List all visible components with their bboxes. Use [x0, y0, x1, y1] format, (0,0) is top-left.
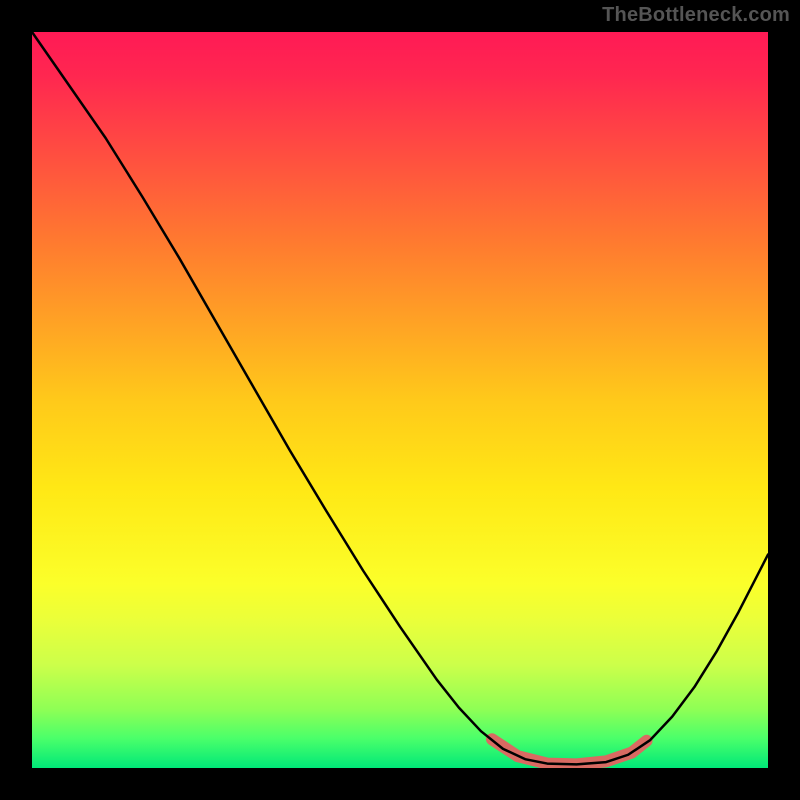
- chart-container: TheBottleneck.com: [0, 0, 800, 800]
- plot-area: [32, 32, 768, 768]
- chart-svg: [32, 32, 768, 768]
- gradient-background: [32, 32, 768, 768]
- watermark-text: TheBottleneck.com: [602, 4, 790, 27]
